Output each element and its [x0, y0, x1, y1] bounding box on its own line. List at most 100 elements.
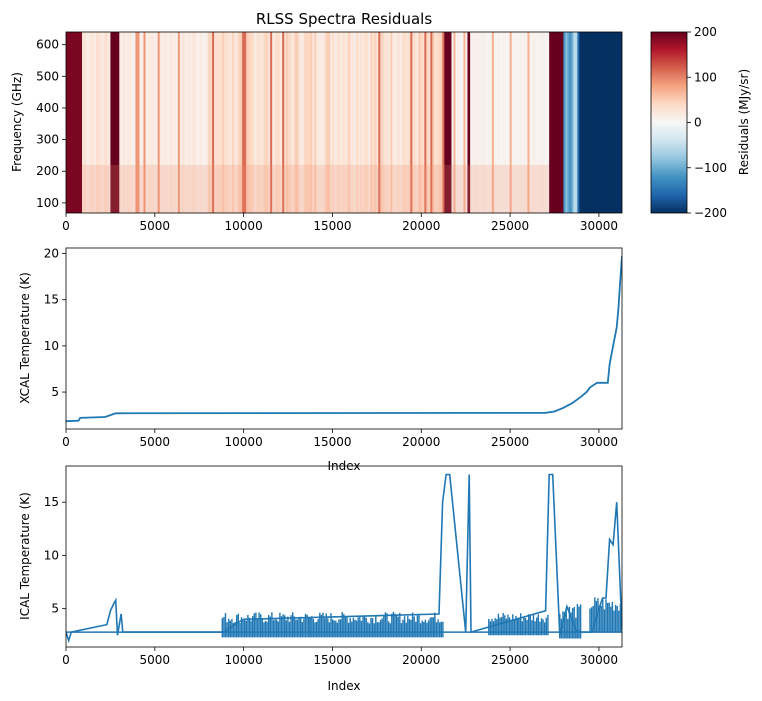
heatmap-column	[378, 32, 381, 213]
heatmap-column	[432, 32, 435, 213]
heatmap-column	[573, 32, 576, 213]
ical-ytick-label: 15	[44, 495, 59, 509]
xcal-ytick-label: 15	[44, 293, 59, 307]
heatmap-column	[117, 32, 120, 213]
heatmap-column	[86, 32, 89, 213]
heatmap-column	[376, 32, 379, 213]
xcal-temperature-panel: 0 5000 10000 15000 20000 25000 30000 5 10 15 20 XC…	[18, 247, 623, 473]
heatmap-column	[519, 32, 523, 213]
heatmap-column	[478, 32, 481, 213]
heatmap-column	[185, 32, 189, 213]
ical-noise-band	[221, 611, 444, 638]
heatmap-column	[202, 32, 205, 213]
heatmap-column	[322, 32, 325, 213]
heatmap-column	[451, 32, 455, 213]
heatmap-xtick-label: 20000	[402, 219, 440, 233]
heatmap-xtick-label: 5000	[140, 219, 171, 233]
heatmap-column	[426, 32, 429, 213]
heatmap-column	[392, 32, 395, 213]
heatmap-column	[236, 32, 239, 213]
heatmap-column	[224, 32, 227, 213]
heatmap-column	[551, 32, 554, 213]
xcal-xtick-label: 10000	[225, 435, 263, 449]
heatmap-column	[480, 32, 483, 213]
heatmap-column	[90, 32, 93, 213]
heatmap-column	[292, 32, 295, 213]
heatmap-column	[226, 32, 229, 213]
heatmap-column	[167, 32, 171, 213]
heatmap-column	[334, 32, 337, 213]
heatmap-ylabel: Frequency (GHz)	[10, 72, 24, 172]
heatmap-column	[67, 32, 71, 213]
ical-axes-frame	[65, 465, 623, 648]
heatmap-column	[539, 32, 542, 213]
heatmap-column	[127, 32, 130, 213]
heatmap-column	[157, 32, 161, 213]
heatmap-column	[338, 32, 341, 213]
heatmap-column	[264, 32, 267, 213]
heatmap-column	[312, 32, 315, 213]
heatmap-column	[487, 32, 491, 213]
heatmap-column	[330, 32, 333, 213]
colorbar-label: Residuals (MJy/sr)	[737, 69, 751, 175]
heatmap-column	[527, 32, 531, 213]
xcal-xtick-label: 20000	[402, 435, 440, 449]
heatmap-column	[465, 32, 469, 213]
heatmap-column	[585, 32, 589, 213]
heatmap-column	[555, 32, 558, 213]
heatmap-column	[424, 32, 427, 213]
heatmap-column	[350, 32, 353, 213]
heatmap-column	[71, 32, 75, 213]
ical-xtick-label: 20000	[402, 653, 440, 667]
xcal-series-line	[66, 256, 622, 423]
heatmap-column	[358, 32, 361, 213]
heatmap-column	[529, 32, 532, 213]
heatmap-column	[442, 32, 445, 213]
heatmap-column	[276, 32, 279, 213]
heatmap-column	[386, 32, 389, 213]
heatmap-column	[491, 32, 495, 213]
xcal-xtick-label: 25000	[491, 435, 529, 449]
heatmap-column	[374, 32, 377, 213]
heatmap-column	[481, 32, 485, 213]
heatmap-column	[545, 32, 548, 213]
heatmap-column	[84, 32, 87, 213]
heatmap-ytick-label: 600	[36, 38, 59, 52]
ical-xtick-label: 15000	[313, 653, 351, 667]
heatmap-column	[565, 32, 568, 213]
heatmap-column	[605, 32, 609, 213]
heatmap-column	[187, 32, 191, 213]
heatmap-column	[318, 32, 321, 213]
ical-xlabel: Index	[327, 679, 360, 693]
heatmap-column	[189, 32, 193, 213]
heatmap-ytick-label: 400	[36, 101, 59, 115]
heatmap-column	[153, 32, 157, 213]
heatmap-column	[380, 32, 383, 213]
heatmap-column	[489, 32, 493, 213]
heatmap-column	[599, 32, 603, 213]
heatmap-column	[579, 32, 582, 213]
heatmap-column	[414, 32, 417, 213]
heatmap-column	[302, 32, 305, 213]
heatmap-column	[270, 32, 273, 213]
colorbar-tick-label: 200	[694, 25, 717, 39]
heatmap-column	[382, 32, 385, 213]
residuals-heatmap-panel: RLSS Spectra Residuals 0 5000 10000 15000 20…	[10, 10, 623, 233]
heatmap-column	[396, 32, 399, 213]
heatmap-column	[459, 32, 463, 213]
heatmap-column	[607, 32, 611, 213]
heatmap-xtick-label: 15000	[313, 219, 351, 233]
ical-temperature-panel: 0 5000 10000 15000 20000 25000 30000 5 10 15 ICAL…	[18, 465, 623, 693]
heatmap-column	[561, 32, 564, 213]
colorbar: −200 −100 0 100 200 Residuals (MJy/sr)	[650, 25, 751, 220]
xcal-xtick-label: 0	[62, 435, 70, 449]
heatmap-ytick-label: 500	[36, 69, 59, 83]
heatmap-column	[218, 32, 221, 213]
heatmap-column	[163, 32, 167, 213]
heatmap-column	[354, 32, 357, 213]
heatmap-column	[398, 32, 401, 213]
heatmap-column	[356, 32, 359, 213]
heatmap-column	[294, 32, 297, 213]
heatmap-column	[69, 32, 73, 213]
heatmap-column	[112, 32, 116, 213]
